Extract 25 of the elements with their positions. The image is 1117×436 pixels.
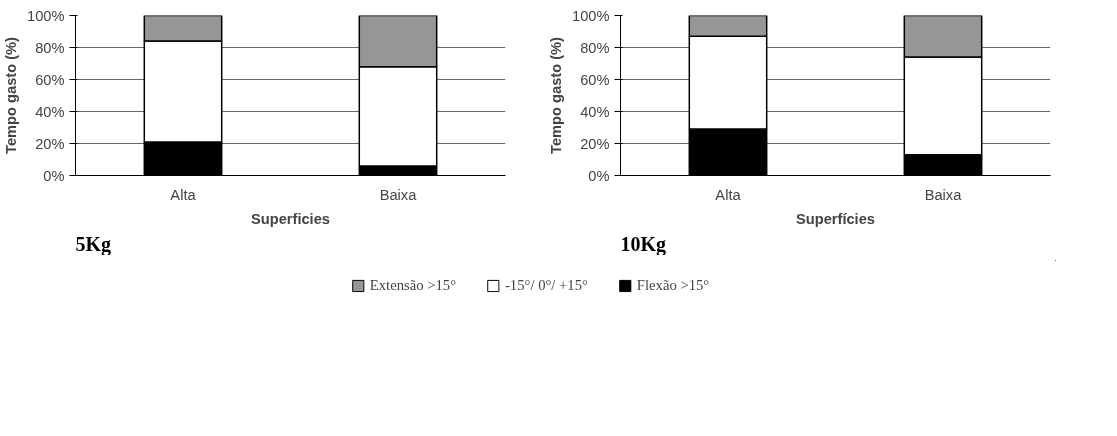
- y-tick-label: 100%: [27, 7, 65, 24]
- y-axis-title: Tempo gasto (%): [548, 36, 565, 154]
- x-tick-label: Baixa: [379, 186, 418, 203]
- y-tick-label: 60%: [580, 71, 610, 88]
- y-axis-title: Tempo gasto (%): [3, 36, 20, 154]
- y-tick-label: 40%: [580, 103, 610, 120]
- x-tick-label: Alta: [170, 186, 197, 203]
- y-tick-label: 80%: [580, 39, 610, 56]
- legend-label: Flexão >15°: [636, 276, 710, 294]
- text: 10Kg: [620, 232, 667, 256]
- y-tick-label: 20%: [580, 135, 610, 152]
- text: 5Kg: [75, 232, 112, 256]
- y-tick-label: 0%: [588, 167, 610, 184]
- legend-label: -15°/ 0°/ +15°: [504, 276, 588, 294]
- x-tick-label: Alta: [715, 186, 742, 203]
- y-tick-label: 80%: [35, 39, 65, 56]
- x-tick-label: Baixa: [924, 186, 963, 203]
- y-tick-label: 40%: [35, 103, 65, 120]
- legend-label: Extensão >15°: [369, 276, 456, 294]
- x-axis-title: Superfícies: [795, 210, 876, 227]
- y-tick-label: 0%: [43, 167, 65, 184]
- y-tick-label: 100%: [572, 7, 610, 24]
- y-tick-label: 60%: [35, 71, 65, 88]
- y-tick-label: 20%: [35, 135, 65, 152]
- x-axis-title: Superficies: [250, 210, 331, 227]
